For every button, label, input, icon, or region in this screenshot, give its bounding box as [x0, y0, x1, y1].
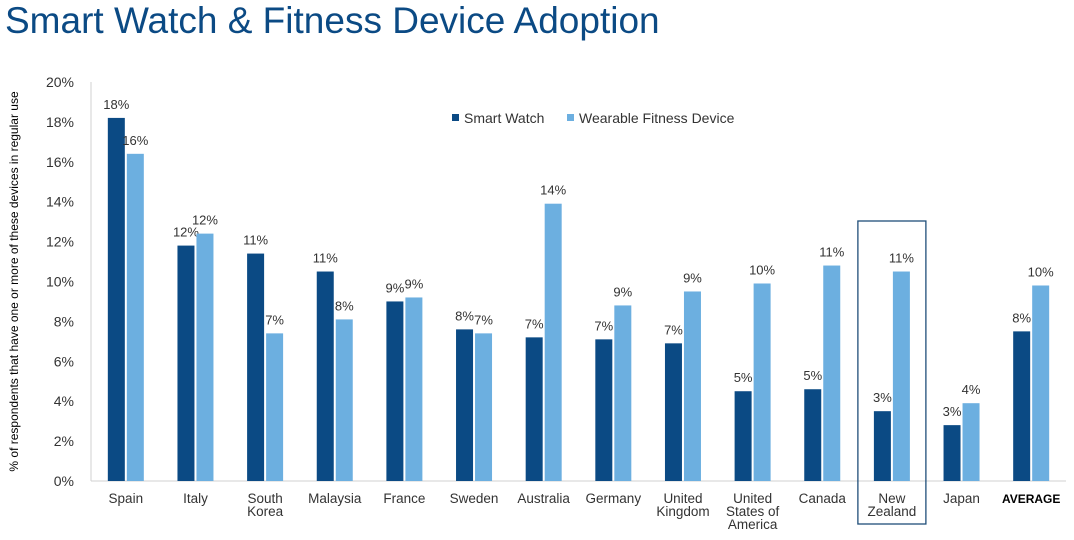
data-label: 12%: [192, 213, 218, 228]
data-label: 9%: [683, 270, 702, 285]
fitness-device-bar: [266, 333, 284, 481]
y-axis-label: % of respondents that have one or more o…: [7, 91, 21, 472]
data-label: 10%: [1028, 264, 1054, 279]
data-label: 8%: [455, 308, 474, 323]
legend-swatch-fitness-device: [567, 114, 574, 121]
fitness-device-bar: [1032, 285, 1050, 481]
fitness-device-bar: [892, 271, 910, 481]
data-label: 3%: [873, 390, 892, 405]
x-tick-label: States of: [726, 504, 780, 519]
smart-watch-bar: [943, 425, 961, 481]
data-label: 7%: [664, 322, 683, 337]
fitness-device-bar: [196, 233, 214, 481]
x-tick-label: United: [733, 491, 772, 506]
smart-watch-bar: [316, 271, 334, 481]
data-label: 10%: [749, 262, 775, 277]
y-tick-label: 18%: [46, 114, 74, 130]
data-label: 11%: [243, 233, 268, 248]
smart-watch-bar: [873, 411, 891, 481]
y-tick-label: 14%: [46, 194, 74, 210]
smart-watch-bar: [247, 253, 265, 481]
y-tick-label: 0%: [54, 473, 74, 489]
x-tick-label: Spain: [109, 491, 144, 506]
data-label: 8%: [1012, 310, 1031, 325]
y-tick-label: 8%: [54, 313, 74, 329]
chart-title: Smart Watch & Fitness Device Adoption: [5, 0, 660, 41]
smart-watch-bar: [456, 329, 474, 481]
x-tick-label: Australia: [517, 491, 570, 506]
y-tick-label: 6%: [54, 353, 74, 369]
data-label: 7%: [265, 312, 284, 327]
smart-watch-bar: [734, 391, 752, 481]
fitness-device-bar: [614, 305, 632, 481]
data-label: 11%: [819, 245, 844, 260]
fitness-device-bar: [405, 297, 423, 481]
data-label: 8%: [335, 298, 354, 313]
y-tick-label: 2%: [54, 433, 74, 449]
data-label: 18%: [103, 97, 129, 112]
x-tick-label: New: [878, 491, 905, 506]
smart-watch-bar: [107, 117, 125, 481]
data-label: 9%: [385, 280, 404, 295]
legend-swatch-smart-watch: [452, 114, 459, 121]
legend-label: Wearable Fitness Device: [579, 110, 735, 126]
x-tick-label: France: [383, 491, 425, 506]
smart-watch-bar: [525, 337, 543, 481]
smart-watch-bar: [386, 301, 404, 481]
data-label: 4%: [962, 382, 981, 397]
smart-watch-bar: [595, 339, 613, 481]
fitness-device-bar: [823, 265, 841, 481]
y-tick-label: 4%: [54, 393, 74, 409]
smart-watch-bar: [1013, 331, 1031, 481]
data-label: 3%: [943, 404, 962, 419]
x-tick-label: AVERAGE: [1002, 492, 1060, 506]
x-tick-label: Germany: [586, 491, 642, 506]
y-tick-label: 16%: [46, 154, 74, 170]
y-tick-label: 20%: [46, 74, 74, 90]
data-label: 5%: [734, 370, 753, 385]
x-tick-label: Korea: [247, 504, 284, 519]
fitness-device-bar: [683, 291, 701, 481]
data-label: 14%: [540, 183, 566, 198]
data-label: 7%: [594, 318, 613, 333]
x-tick-label: Kingdom: [656, 504, 709, 519]
x-tick-label: Italy: [183, 491, 208, 506]
y-tick-label: 12%: [46, 234, 74, 250]
data-label: 7%: [474, 312, 493, 327]
data-label: 11%: [889, 251, 914, 266]
x-tick-label: South: [247, 491, 282, 506]
legend-label: Smart Watch: [464, 110, 544, 126]
data-label: 11%: [313, 251, 338, 266]
data-label: 12%: [173, 225, 199, 240]
x-tick-label: Canada: [799, 491, 847, 506]
smart-watch-bar: [664, 343, 682, 481]
x-tick-label: Sweden: [450, 491, 499, 506]
x-tick-label: Zealand: [867, 504, 916, 519]
fitness-device-bar: [475, 333, 493, 481]
data-label: 9%: [613, 284, 632, 299]
x-tick-label: Malaysia: [308, 491, 362, 506]
highlight-box: [857, 220, 927, 525]
data-label: 5%: [803, 368, 822, 383]
fitness-device-bar: [335, 319, 353, 481]
fitness-device-bar: [753, 283, 771, 481]
x-tick-label: United: [663, 491, 702, 506]
y-tick-label: 10%: [46, 274, 74, 290]
x-tick-label: America: [728, 517, 778, 532]
data-label: 9%: [404, 276, 423, 291]
smart-watch-bar: [177, 245, 195, 481]
x-tick-label: Japan: [943, 491, 980, 506]
fitness-device-bar: [544, 203, 562, 481]
fitness-device-bar: [126, 153, 144, 481]
smart-watch-bar: [804, 389, 822, 481]
data-label: 7%: [525, 316, 544, 331]
fitness-device-bar: [962, 403, 980, 481]
data-label: 16%: [122, 133, 148, 148]
